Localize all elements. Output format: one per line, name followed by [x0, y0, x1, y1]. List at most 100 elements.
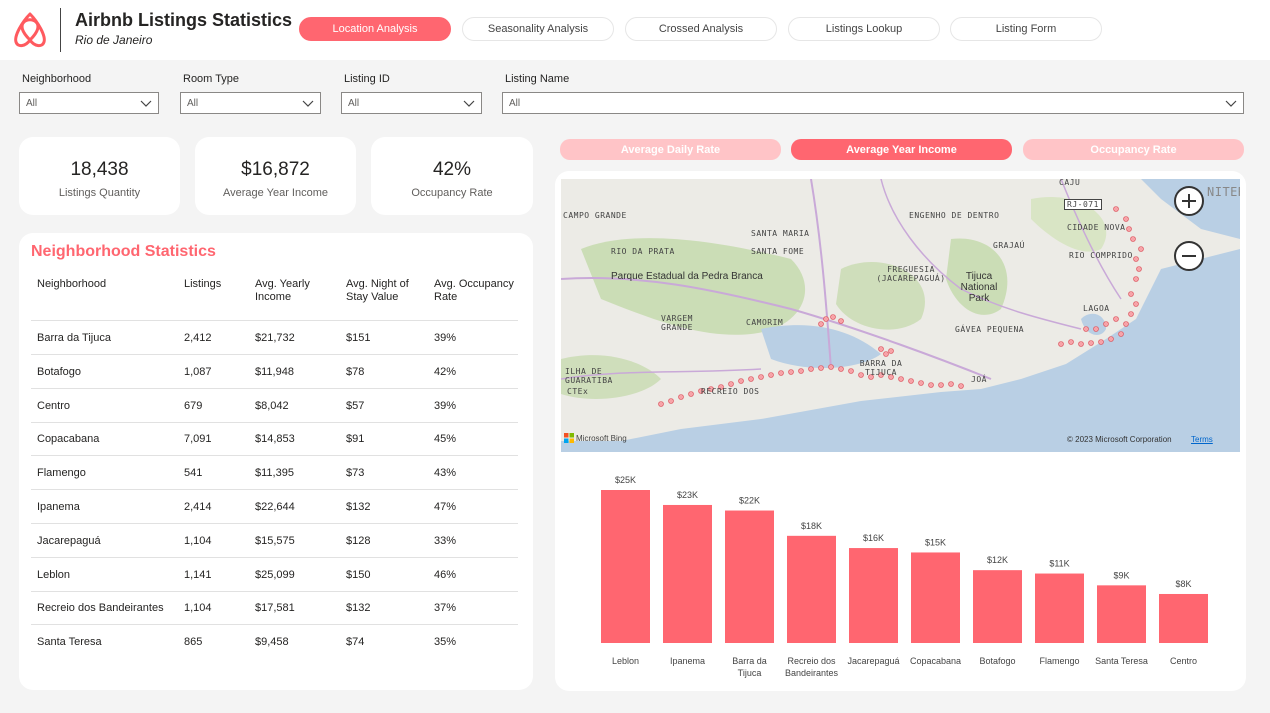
filter-neighborhood-select[interactable]: All [19, 92, 159, 114]
map-label-rj071: RJ-071 [1064, 199, 1102, 210]
map-label-niteroi: NITER [1207, 185, 1240, 199]
map-label-lagoa: LAGOA [1083, 304, 1110, 313]
listings-map[interactable]: CAJU RJ-071 NITER CAMPO GRANDE SANTA MAR… [561, 179, 1240, 452]
table-row-divider [31, 489, 518, 491]
table-cell-yearly-income: $14,853 [255, 433, 295, 446]
filter-neighborhood-value: All [26, 97, 38, 109]
table-row-divider [31, 624, 518, 626]
bar-jacarepaguá[interactable] [849, 548, 898, 643]
table-header-neighborhood[interactable]: Neighborhood [37, 278, 107, 290]
table-cell-listings: 1,104 [184, 534, 212, 547]
table-cell-night-value: $132 [346, 501, 371, 513]
map-label-santa-fome: SANTA FOME [751, 247, 805, 256]
bar-barra-da-tijuca[interactable] [725, 510, 774, 643]
nav-crossed-analysis[interactable]: Crossed Analysis [625, 17, 777, 41]
filter-room-type-select[interactable]: All [180, 92, 321, 114]
table-cell-listings: 1,141 [184, 568, 212, 581]
chevron-down-icon [302, 100, 314, 107]
table-cell-listings: 541 [184, 467, 203, 480]
filter-listing-id-select[interactable]: All [341, 92, 482, 114]
bar-centro[interactable] [1159, 593, 1208, 643]
filter-neighborhood-label: Neighborhood [22, 73, 92, 85]
table-cell-neighborhood: Recreio dos Bandeirantes [37, 602, 164, 615]
table-header-occupancy[interactable]: Avg. Occupancy Rate [434, 278, 514, 303]
table-cell-listings: 1,104 [184, 602, 212, 615]
table-cell-yearly-income: $8,042 [255, 399, 289, 412]
table-cell-occupancy: 43% [434, 467, 457, 480]
metric-occupancy-rate-button[interactable]: Occupancy Rate [1023, 139, 1244, 160]
bar-botafogo[interactable] [973, 570, 1022, 643]
minus-icon [1182, 255, 1196, 257]
filter-listing-id-label: Listing ID [344, 73, 390, 85]
table-cell-yearly-income: $22,644 [255, 501, 295, 513]
nav-location-analysis[interactable]: Location Analysis [299, 17, 451, 41]
metric-average-daily-rate-button[interactable]: Average Daily Rate [560, 139, 781, 160]
map-label-joa: JOÁ [971, 375, 987, 384]
map-terms-link[interactable]: Terms [1191, 435, 1213, 444]
filter-room-type-value: All [187, 97, 199, 109]
nav-listings-lookup[interactable]: Listings Lookup [788, 17, 940, 41]
bar-data-label: $15K [925, 537, 946, 547]
map-label-barra-da-tijuca: BARRA DA TIJUCA [859, 359, 903, 377]
bar-data-label: $22K [739, 496, 760, 506]
bing-provider: Microsoft Bing [576, 433, 627, 443]
zoom-in-button[interactable] [1174, 186, 1204, 216]
table-cell-yearly-income: $17,581 [255, 602, 295, 615]
map-label-rio-comprido: RIO COMPRIDO [1069, 251, 1133, 260]
map-label-engenho-de-dentro: ENGENHO DE DENTRO [909, 211, 1000, 220]
bar-data-label: $18K [801, 521, 822, 531]
map-label-rio-da-prata: RIO DA PRATA [611, 247, 675, 256]
metric-average-year-income-button[interactable]: Average Year Income [791, 139, 1012, 160]
bar-recreio-dos-bandeirantes[interactable] [787, 535, 836, 643]
table-cell-neighborhood: Centro [37, 399, 71, 412]
table-row-divider [31, 590, 518, 592]
app-subtitle: Rio de Janeiro [75, 33, 153, 47]
table-cell-yearly-income: $11,395 [255, 467, 294, 480]
bar-ipanema[interactable] [663, 504, 712, 643]
table-cell-occupancy: 33% [434, 534, 457, 547]
table-header-listings[interactable]: Listings [184, 278, 222, 290]
nav-seasonality-analysis[interactable]: Seasonality Analysis [462, 17, 614, 41]
table-cell-neighborhood: Leblon [37, 568, 71, 581]
x-tick-label: Leblon [612, 656, 639, 666]
bar-data-label: $9K [1113, 570, 1129, 580]
map-label-cidade-nova: CIDADE NOVA [1067, 223, 1126, 232]
map-label-campo-grande: CAMPO GRANDE [563, 211, 627, 220]
bar-santa-teresa[interactable] [1097, 585, 1146, 643]
table-cell-occupancy: 46% [434, 568, 457, 581]
bar-flamengo[interactable] [1035, 573, 1084, 643]
table-cell-night-value: $74 [346, 636, 365, 649]
table-header-yearly-income[interactable]: Avg. Yearly Income [255, 278, 310, 303]
table-cell-occupancy: 47% [434, 501, 457, 513]
map-label-camorim: CAMORIM [746, 318, 784, 327]
nav-listing-form[interactable]: Listing Form [950, 17, 1102, 41]
table-cell-occupancy: 39% [434, 399, 457, 412]
filter-room-type-label: Room Type [183, 73, 240, 85]
income-bar-chart: $25K Leblon $23K Ipanema $22K Barra da Tijuca $… [601, 475, 1208, 678]
filter-listing-name-select[interactable]: All [502, 92, 1244, 114]
map-label-freguesia: FREGUESIA (JACAREPAGUÁ) [876, 265, 946, 283]
bar-leblon[interactable] [601, 490, 650, 643]
zoom-out-button[interactable] [1174, 241, 1204, 271]
bar-copacabana[interactable] [911, 552, 960, 643]
chevron-down-icon [140, 100, 152, 107]
bing-attribution: Microsoft Bing [564, 433, 627, 443]
table-row-divider [31, 455, 518, 457]
table-cell-neighborhood: Botafogo [37, 365, 82, 378]
kpi-listings-label: Listings Quantity [58, 187, 141, 199]
bar-data-label: $25K [615, 475, 636, 485]
chevron-down-icon [463, 100, 475, 107]
bar-data-label: $12K [987, 555, 1008, 565]
table-cell-occupancy: 39% [434, 332, 457, 344]
table-header-night-value[interactable]: Avg. Night of Stay Value [346, 278, 409, 303]
table-header-divider [31, 320, 518, 321]
table-cell-listings: 2,412 [184, 332, 212, 344]
x-tick-label: Santa Teresa [1095, 656, 1148, 666]
table-cell-neighborhood: Copacabana [37, 433, 100, 446]
table-cell-night-value: $73 [346, 467, 365, 480]
map-label-tijuca-park: Tijuca National Park [960, 271, 998, 304]
bar-data-label: $11K [1049, 559, 1069, 569]
table-cell-occupancy: 35% [434, 636, 457, 649]
table-cell-yearly-income: $25,099 [255, 568, 295, 581]
table-row-divider [31, 387, 518, 389]
